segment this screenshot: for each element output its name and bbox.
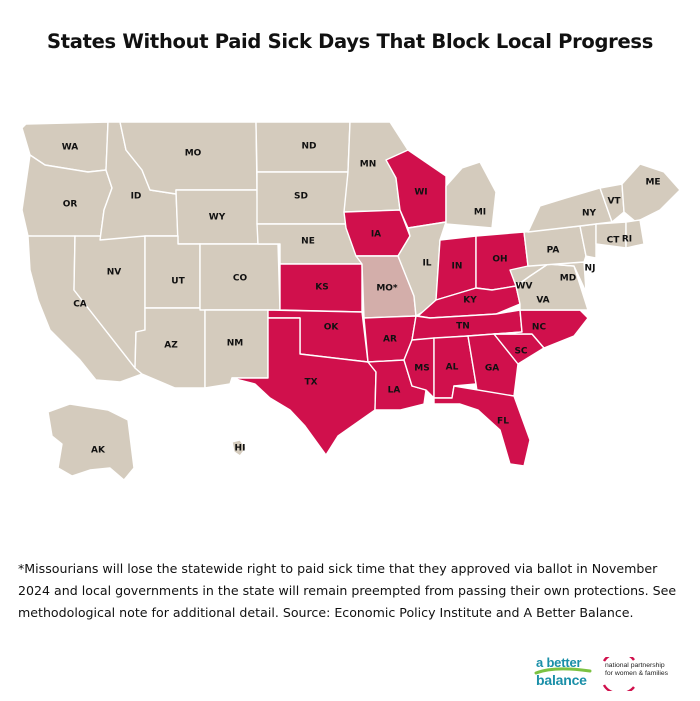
footnote: *Missourians will lose the statewide rig… [18, 561, 677, 620]
state-ut [144, 235, 201, 309]
map-title: States Without Paid Sick Days That Block… [46, 30, 654, 53]
state-label-nj: NJ [585, 264, 596, 274]
state-nm [204, 309, 269, 389]
state-label-wi: WI [414, 188, 427, 198]
state-label-ca: CA [73, 300, 87, 310]
state-label-ks: KS [315, 283, 328, 293]
state-label-al: AL [446, 363, 459, 373]
state-label-ny: NY [582, 209, 597, 219]
state-tx [231, 317, 377, 456]
state-label-ms: MS [414, 364, 429, 374]
np-logo-text: national partnership for women & familie… [605, 662, 669, 677]
state-label-in: IN [452, 262, 463, 272]
state-label-ut: UT [171, 277, 185, 287]
us-map: WA OR CA NV ID MO WY UT AZ CO NM ND SD NE KS OK TX MN IA MO… [0, 95, 700, 515]
state-label-il: IL [422, 259, 431, 269]
state-label-or: OR [63, 200, 78, 210]
state-label-la: LA [388, 386, 401, 396]
state-label-me: ME [645, 178, 660, 188]
state-label-az: AZ [164, 341, 178, 351]
national-partnership-logo: national partnership for women & familie… [600, 657, 695, 691]
state-label-mn: MN [360, 160, 377, 170]
state-label-md: MD [560, 274, 576, 284]
state-label-wa: WA [62, 143, 79, 153]
np-arc-icon [602, 657, 635, 691]
state-label-ar: AR [383, 335, 397, 345]
state-mi [445, 161, 497, 229]
state-wv [509, 263, 549, 287]
abb-swoosh-icon [534, 667, 592, 675]
us-map-svg: WA OR CA NV ID MO WY UT AZ CO NM ND SD NE KS OK TX MN IA MO… [21, 121, 681, 481]
state-label-ok: OK [324, 323, 340, 333]
state-label-tx: TX [304, 378, 317, 388]
state-label-ga: GA [485, 364, 499, 374]
state-ri [625, 219, 645, 249]
state-label-fl: FL [497, 417, 509, 427]
state-fl [433, 385, 531, 467]
state-label-hi: HI [235, 444, 246, 454]
state-label-nd: ND [301, 142, 316, 152]
state-hi [231, 439, 247, 457]
state-label-vt: VT [607, 197, 621, 207]
state-label-ak: AK [91, 446, 106, 456]
state-label-tn: TN [456, 322, 470, 332]
state-label-wy: WY [209, 213, 226, 223]
state-label-mo-star: MO* [376, 284, 398, 294]
abb-logo-line1: a better [536, 655, 582, 670]
state-label-ri: RI [622, 235, 632, 245]
abb-logo-line2: balance [536, 672, 587, 688]
state-label-ky: KY [463, 296, 477, 306]
a-better-balance-logo: a better balance [532, 655, 594, 691]
state-label-ne: NE [301, 237, 315, 247]
state-label-co: CO [233, 274, 248, 284]
state-ak [47, 403, 135, 481]
state-label-sc: SC [514, 347, 527, 357]
state-label-pa: PA [547, 246, 560, 256]
state-label-oh: OH [492, 255, 507, 265]
state-label-id: ID [131, 192, 142, 202]
state-label-mi: MI [474, 208, 486, 218]
state-label-ct: CT [607, 236, 621, 246]
state-label-nm: NM [227, 339, 244, 349]
state-label-wv: WV [516, 282, 533, 292]
state-label-nv: NV [107, 268, 122, 278]
state-nc [493, 309, 589, 349]
state-label-ia: IA [371, 230, 381, 240]
state-label-sd: SD [294, 192, 308, 202]
state-label-mo: MO [185, 149, 202, 159]
state-me [621, 163, 681, 223]
state-label-nc: NC [532, 323, 547, 333]
state-label-va: VA [536, 296, 549, 306]
